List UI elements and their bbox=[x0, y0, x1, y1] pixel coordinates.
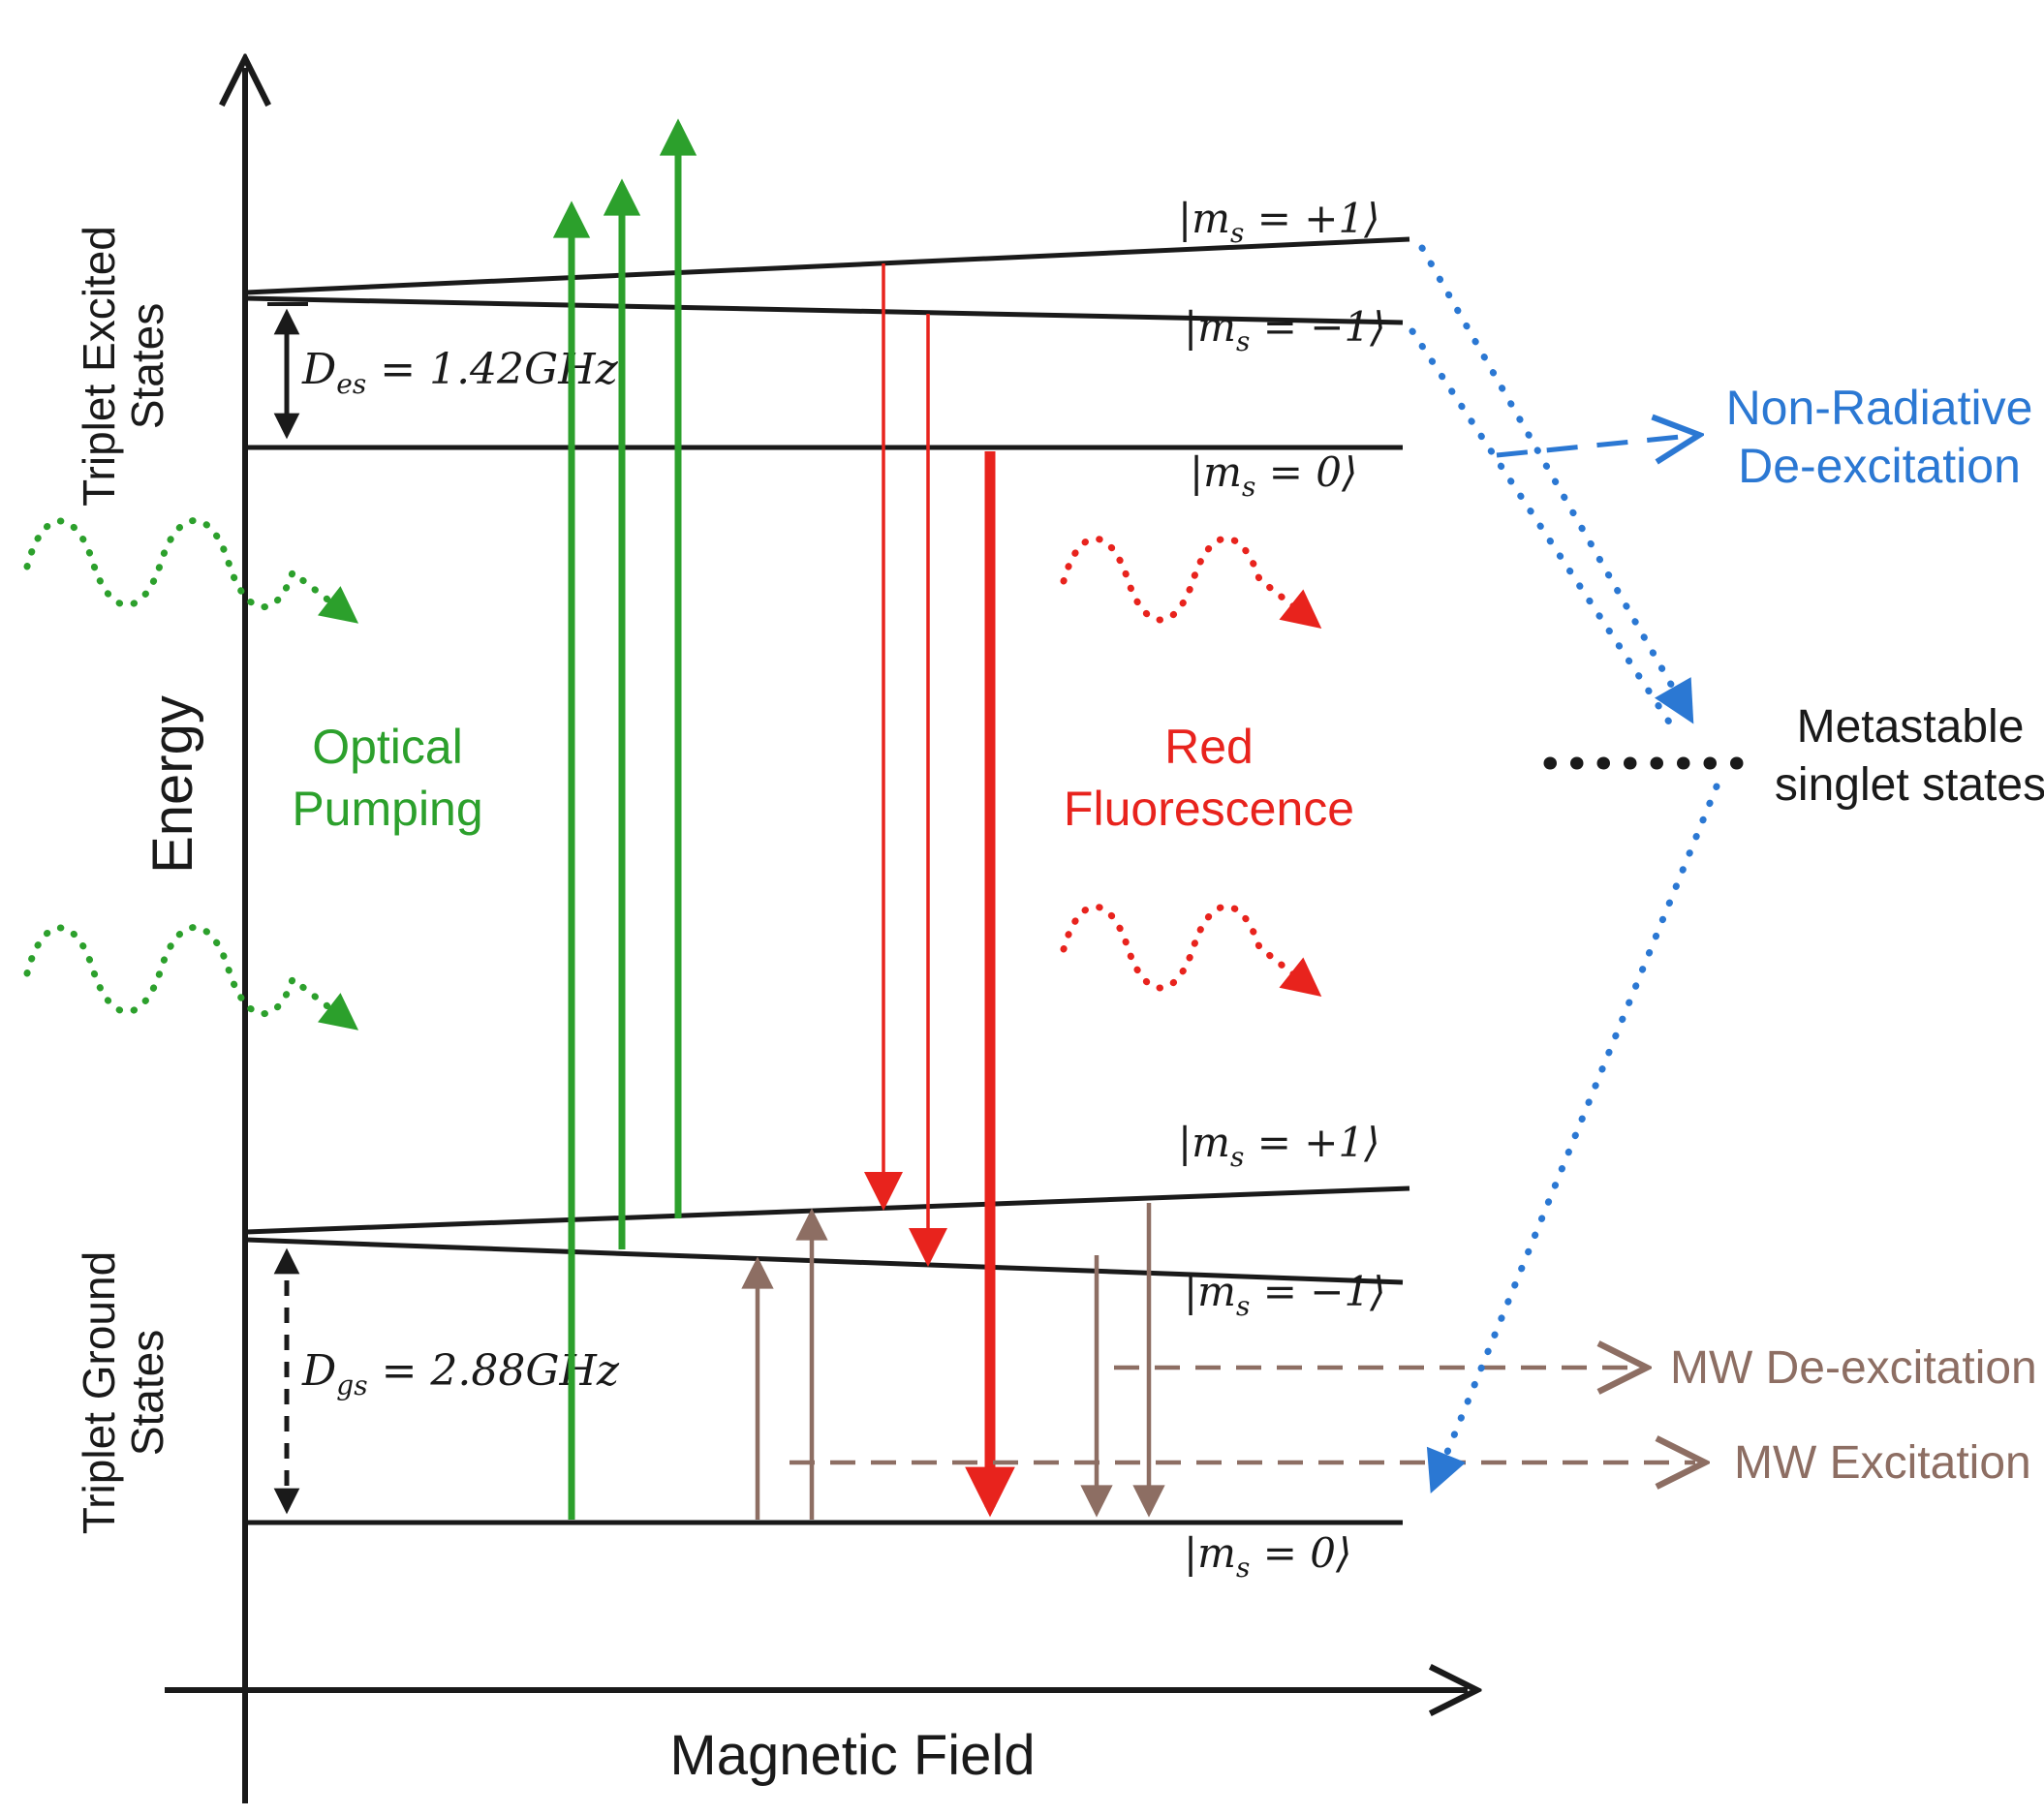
mw-excitation-label: MW Excitation bbox=[1734, 1437, 2031, 1489]
ket-sub: s bbox=[1242, 471, 1255, 503]
label-line2: singlet states bbox=[1775, 759, 2044, 811]
green-photon-wave-bottom bbox=[23, 924, 359, 1031]
excited-ms-minus1-level bbox=[244, 295, 1404, 325]
nonradiative-decay-line-3 bbox=[1426, 783, 1720, 1494]
ket-pre: |m bbox=[1184, 1529, 1236, 1577]
label-line1: Optical bbox=[312, 720, 463, 774]
ket-post: = −1⟩ bbox=[1250, 303, 1385, 351]
ground-ms-minus1-label: |ms = −1⟩ bbox=[1184, 1268, 1386, 1322]
ket-sub: s bbox=[1230, 1141, 1244, 1173]
ket-post: = +1⟩ bbox=[1244, 1119, 1379, 1166]
ground-ms-plus1-label: |ms = +1⟩ bbox=[1178, 1119, 1380, 1173]
ground-splitting-label: Dgs = 2.88GHz bbox=[301, 1346, 620, 1401]
ket-post: = 0⟩ bbox=[1250, 1529, 1351, 1577]
nonradiative-decay-line-2 bbox=[1409, 327, 1676, 730]
ket-sub: s bbox=[1236, 1290, 1250, 1322]
magnetic-field-axis-label: Magnetic Field bbox=[669, 1724, 1035, 1787]
band-line1: Triplet Ground bbox=[74, 1251, 124, 1534]
ground-ms-zero-label: |ms = 0⟩ bbox=[1184, 1529, 1351, 1584]
ket-sub: s bbox=[1236, 325, 1250, 357]
non-radiative-path: Non-Radiative De-excitation Metastable sin… bbox=[1409, 244, 2044, 1494]
triplet-excited-states: |ms = +1⟩ |ms = −1⟩ |ms = 0⟩ Des = 1.42G… bbox=[74, 195, 1410, 507]
red-photon-wave-top bbox=[1060, 535, 1322, 629]
ground-ms-minus1-level bbox=[244, 1237, 1404, 1285]
label-line2: De-excitation bbox=[1738, 439, 2021, 493]
excited-ms-plus1-level bbox=[244, 236, 1410, 295]
nonradiative-label: Non-Radiative De-excitation bbox=[1726, 381, 2033, 493]
ket-pre: |m bbox=[1190, 448, 1242, 496]
axes: Energy Magnetic Field bbox=[141, 68, 1468, 1803]
red-photon-wave-bottom bbox=[1060, 903, 1322, 997]
band-line1: Triplet Excited bbox=[74, 226, 124, 507]
label-line1: Red bbox=[1164, 720, 1254, 774]
optical-pumping: Optical Pumping bbox=[23, 118, 697, 1520]
split-post: = 1.42GHz bbox=[366, 345, 618, 394]
band-line2: States bbox=[122, 1330, 172, 1456]
ket-pre: |m bbox=[1178, 195, 1230, 242]
microwave-transitions: MW De-excitation MW Excitation bbox=[741, 1203, 2037, 1520]
optical-pumping-label: Optical Pumping bbox=[292, 720, 482, 836]
nonradiative-decay-line-1 bbox=[1418, 244, 1694, 724]
triplet-ground-states: |ms = +1⟩ |ms = −1⟩ |ms = 0⟩ Dgs = 2.88G… bbox=[74, 1119, 1410, 1584]
nonradiative-pointer bbox=[1496, 436, 1690, 455]
split-pre: D bbox=[301, 345, 336, 394]
split-post: = 2.88GHz bbox=[368, 1346, 620, 1396]
metastable-label: Metastable singlet states bbox=[1775, 701, 2044, 811]
label-line1: Non-Radiative bbox=[1726, 381, 2033, 435]
green-photon-wave-top bbox=[23, 517, 359, 624]
ket-sub: s bbox=[1230, 217, 1244, 249]
ket-pre: |m bbox=[1184, 303, 1236, 351]
energy-axis-label: Energy bbox=[141, 695, 204, 874]
label-line2: Fluorescence bbox=[1064, 782, 1354, 836]
triplet-excited-band-label: Triplet ExcitedStates bbox=[74, 226, 172, 507]
ket-sub: s bbox=[1236, 1552, 1250, 1584]
ket-post: = 0⟩ bbox=[1255, 448, 1357, 496]
mw-deexcitation-label: MW De-excitation bbox=[1670, 1342, 2037, 1394]
label-line2: Pumping bbox=[292, 782, 482, 836]
label-line1: Metastable bbox=[1797, 701, 2025, 753]
band-line2: States bbox=[122, 303, 172, 429]
ket-pre: |m bbox=[1184, 1268, 1236, 1315]
excited-ms-zero-label: |ms = 0⟩ bbox=[1190, 448, 1357, 503]
red-fluorescence-label: Red Fluorescence bbox=[1064, 720, 1354, 836]
split-sub: es bbox=[336, 368, 366, 400]
excited-splitting-label: Des = 1.42GHz bbox=[301, 345, 619, 400]
ket-post: = +1⟩ bbox=[1244, 195, 1379, 242]
ground-ms-plus1-level bbox=[244, 1185, 1410, 1235]
ket-post: = −1⟩ bbox=[1250, 1268, 1385, 1315]
split-sub: gs bbox=[336, 1370, 367, 1401]
triplet-ground-band-label: Triplet GroundStates bbox=[74, 1251, 172, 1534]
split-pre: D bbox=[301, 1346, 336, 1396]
red-fluorescence: Red Fluorescence bbox=[864, 263, 1354, 1518]
excited-ms-plus1-label: |ms = +1⟩ bbox=[1178, 195, 1380, 249]
ket-pre: |m bbox=[1178, 1119, 1230, 1166]
excited-ms-minus1-label: |ms = −1⟩ bbox=[1184, 303, 1386, 357]
